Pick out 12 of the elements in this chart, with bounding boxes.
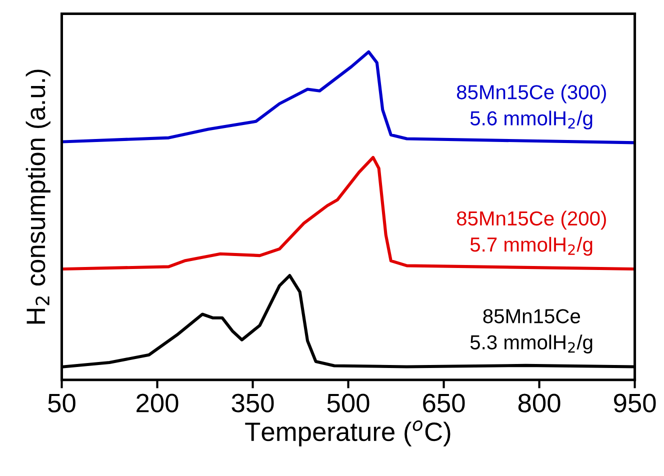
y-axis-title: H$_{2}$ consumption (a.u.) [26,70,50,324]
x-axis-title: Temperature ($^{o}$C) [245,420,450,446]
x-tick-label: 650 [423,394,465,412]
series-label: 85Mn15Ce (200) 5.7 mmolH$_{2}$/g [456,210,606,256]
x-tick-label: 500 [327,394,370,412]
x-tick-label: 800 [518,394,560,412]
x-tick-label: 950 [614,394,656,412]
x-tick-label: 200 [136,394,178,412]
x-tick-label: 350 [232,394,274,412]
series-label: 85Mn15Ce (300) 5.6 mmolH$_{2}$/g [456,84,606,130]
x-tick-label: 50 [48,394,76,412]
series-label: 85Mn15Ce 5.3 mmolH$_{2}$/g [470,309,592,354]
